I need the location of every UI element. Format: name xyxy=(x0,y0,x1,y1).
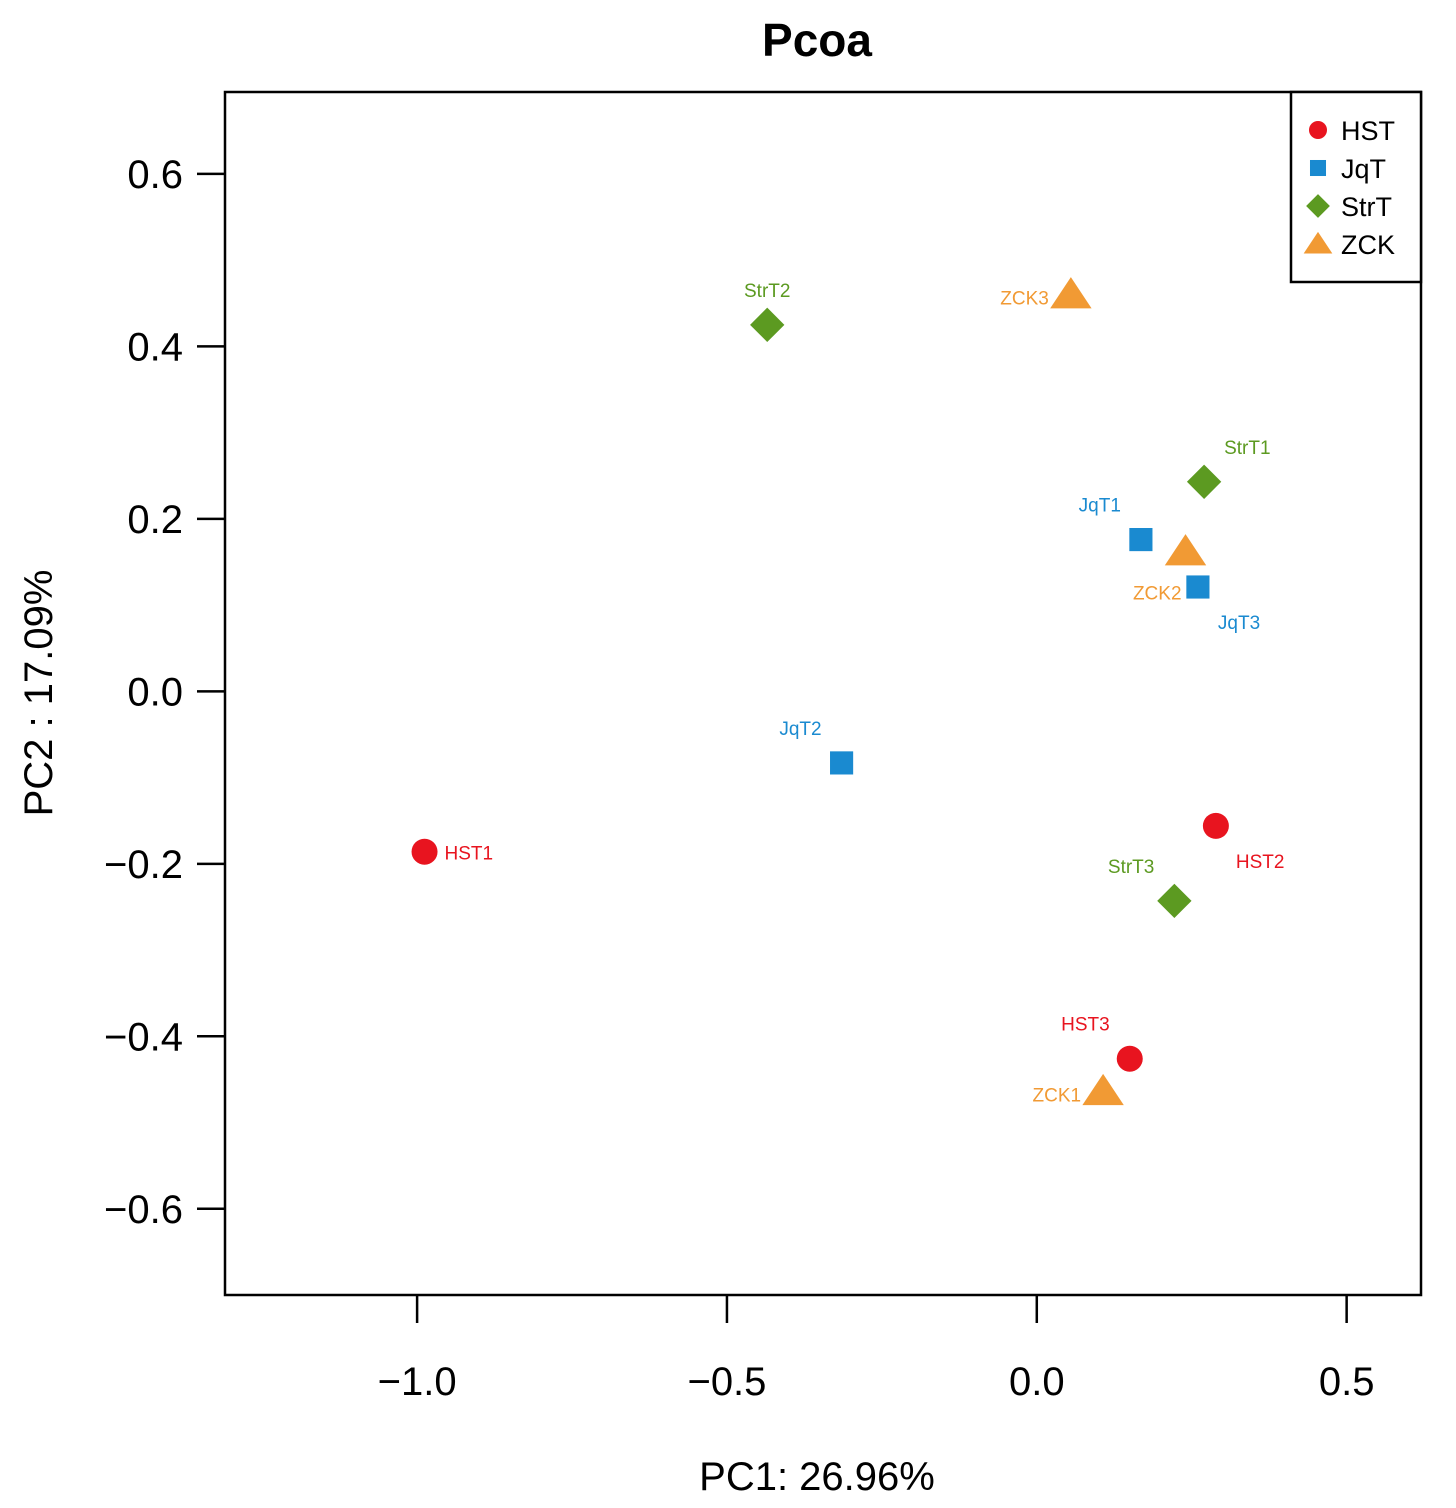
point-label-jqt3: JqT3 xyxy=(1218,613,1260,634)
y-tick-label: 0.2 xyxy=(127,498,183,542)
legend-label-hst: HST xyxy=(1341,116,1395,146)
point-zck3 xyxy=(1050,277,1092,309)
legend-label-zck: ZCK xyxy=(1341,230,1395,260)
plot-frame xyxy=(223,90,1423,1297)
point-hst2 xyxy=(1202,812,1229,839)
x-tick-label: 0.5 xyxy=(1319,1360,1375,1404)
point-jqt2 xyxy=(830,751,854,775)
legend-marker-zck xyxy=(1303,231,1333,254)
point-label-strt1: StrT1 xyxy=(1224,438,1270,459)
y-axis: −0.6 −0.4 −0.2 0.0 0.2 0.4 0.6 xyxy=(104,153,225,1232)
x-tick-label: 0.0 xyxy=(1009,1360,1065,1404)
point-strt2 xyxy=(750,307,785,342)
point-label-strt3: StrT3 xyxy=(1108,857,1154,878)
point-label-zck1: ZCK1 xyxy=(1033,1085,1082,1106)
point-hst1 xyxy=(411,838,438,865)
point-labels-layer: HST1 HST2 HST3 JqT1 JqT2 JqT3 StrT1 StrT2 StrT3 Z… xyxy=(445,281,1285,1107)
point-jqt1 xyxy=(1129,527,1153,552)
point-strt1 xyxy=(1186,464,1222,499)
y-tick-label: −0.6 xyxy=(104,1188,183,1232)
point-jqt3 xyxy=(1186,575,1210,599)
point-label-zck2: ZCK2 xyxy=(1133,584,1182,605)
chart-title: Pcoa xyxy=(762,14,872,66)
points-layer xyxy=(411,277,1229,1106)
y-tick-label: 0.0 xyxy=(127,670,183,714)
point-label-jqt1: JqT1 xyxy=(1079,496,1121,517)
y-tick-label: −0.4 xyxy=(104,1015,183,1059)
point-strt3 xyxy=(1157,883,1192,919)
point-zck2 xyxy=(1164,534,1207,566)
y-tick-label: 0.6 xyxy=(127,153,183,197)
x-tick-label: −1.0 xyxy=(378,1360,457,1404)
point-zck1 xyxy=(1082,1073,1124,1106)
legend-marker-jqt xyxy=(1309,159,1327,177)
y-tick-label: 0.4 xyxy=(127,325,183,369)
legend: HST JqT StrT ZCK xyxy=(1289,90,1423,284)
point-label-jqt2: JqT2 xyxy=(779,719,821,740)
point-label-strt2: StrT2 xyxy=(744,281,790,302)
legend-marker-strt xyxy=(1306,194,1330,218)
legend-label-jqt: JqT xyxy=(1341,154,1386,184)
legend-marker-hst xyxy=(1309,121,1327,139)
legend-label-strt: StrT xyxy=(1341,192,1392,222)
point-label-hst1: HST1 xyxy=(445,844,494,865)
y-axis-label: PC2 : 17.09% xyxy=(17,570,61,817)
point-label-hst3: HST3 xyxy=(1061,1015,1110,1036)
point-label-hst2: HST2 xyxy=(1236,852,1285,873)
point-label-zck3: ZCK3 xyxy=(1000,289,1049,310)
x-tick-label: −0.5 xyxy=(687,1360,766,1404)
point-hst3 xyxy=(1116,1045,1143,1072)
x-axis-label: PC1: 26.96% xyxy=(699,1455,935,1499)
x-axis: −1.0 −0.5 0.0 0.5 xyxy=(378,1295,1375,1404)
y-tick-label: −0.2 xyxy=(104,843,183,887)
